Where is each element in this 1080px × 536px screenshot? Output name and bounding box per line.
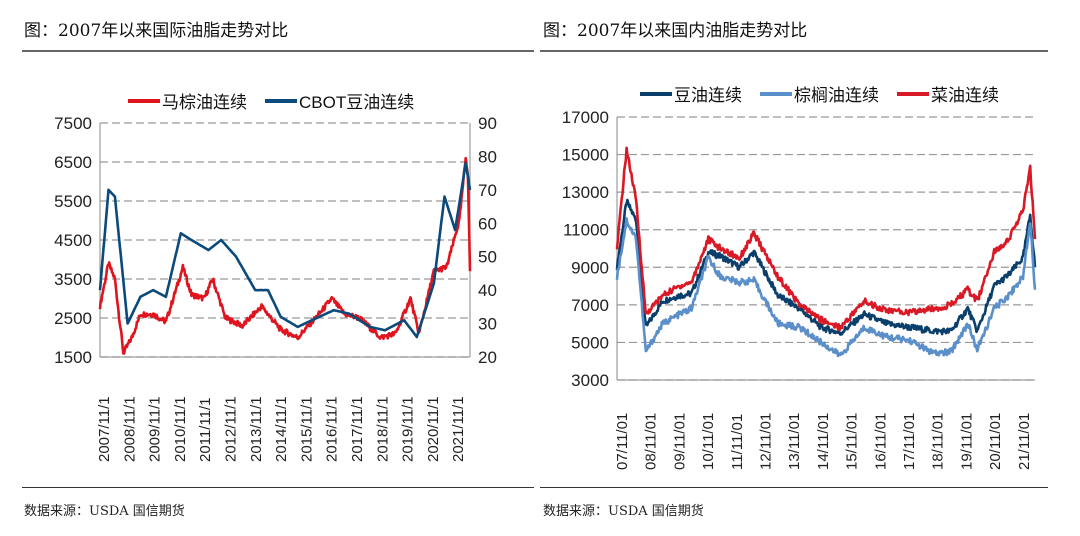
x-tick-label: 17/11/01 bbox=[901, 413, 918, 470]
series-line-3 bbox=[615, 146, 1037, 332]
y-tick-label: 6500 bbox=[54, 153, 92, 172]
x-tick-label: 07/11/01 bbox=[614, 413, 631, 470]
y-tick-label: 5500 bbox=[54, 192, 92, 211]
x-tick-label: 12/11/01 bbox=[758, 413, 775, 470]
divider bbox=[22, 50, 534, 52]
x-tick-label: 2010/11/1 bbox=[172, 396, 189, 462]
legend-label: 马棕油连续 bbox=[162, 93, 247, 112]
x-tick-label: 14/11/01 bbox=[815, 413, 832, 470]
series-line-2 bbox=[98, 161, 472, 339]
x-tick-label: 2018/11/1 bbox=[374, 396, 391, 462]
x-tick-label: 2015/11/1 bbox=[298, 396, 315, 462]
y-tick-label: 7000 bbox=[571, 296, 609, 315]
divider bbox=[22, 487, 534, 488]
y2-tick-label: 90 bbox=[478, 114, 497, 133]
x-tick-label: 2017/11/1 bbox=[349, 396, 366, 462]
y-tick-label: 7500 bbox=[54, 114, 92, 133]
legend-label: 菜油连续 bbox=[931, 86, 999, 105]
y-tick-label: 3000 bbox=[571, 371, 609, 390]
x-tick-label: 2014/11/1 bbox=[273, 396, 290, 462]
x-tick-label: 11/11/01 bbox=[729, 414, 746, 470]
x-tick-label: 21/11/01 bbox=[1016, 413, 1033, 470]
series-line-1 bbox=[615, 198, 1037, 336]
left-source: 数据来源：USDA 国信期货 bbox=[24, 504, 185, 519]
x-tick-label: 16/11/01 bbox=[872, 413, 889, 470]
y-tick-label: 17000 bbox=[562, 108, 609, 127]
series-line-1 bbox=[98, 156, 472, 355]
x-tick-label: 20/11/01 bbox=[987, 413, 1004, 470]
legend-label: 豆油连续 bbox=[674, 86, 742, 105]
left-chart-title: 图：2007年以来国际油脂走势对比 bbox=[24, 21, 289, 41]
divider bbox=[540, 50, 1048, 52]
legend-label: 棕榈油连续 bbox=[794, 86, 879, 105]
y2-tick-label: 30 bbox=[478, 315, 497, 334]
series-line-2 bbox=[615, 217, 1037, 358]
x-tick-label: 09/11/01 bbox=[671, 413, 688, 470]
y-tick-label: 2500 bbox=[54, 309, 92, 328]
legend-label: CBOT豆油连续 bbox=[299, 93, 414, 112]
x-tick-label: 2013/11/1 bbox=[248, 396, 265, 462]
y-tick-label: 4500 bbox=[54, 231, 92, 250]
y-tick-label: 1500 bbox=[54, 348, 92, 367]
x-tick-label: 2012/11/1 bbox=[223, 396, 240, 462]
y2-tick-label: 60 bbox=[478, 214, 497, 233]
y2-tick-label: 40 bbox=[478, 281, 497, 300]
y-tick-label: 9000 bbox=[571, 258, 609, 277]
x-tick-label: 08/11/01 bbox=[643, 413, 660, 470]
right-chart-title: 图：2007年以来国内油脂走势对比 bbox=[543, 21, 808, 41]
x-tick-label: 2019/11/1 bbox=[400, 396, 417, 462]
x-tick-label: 2008/11/1 bbox=[121, 396, 138, 462]
y-tick-label: 15000 bbox=[562, 146, 609, 165]
x-tick-label: 15/11/01 bbox=[844, 413, 861, 470]
x-tick-label: 2007/11/1 bbox=[96, 396, 113, 462]
x-tick-label: 2021/11/1 bbox=[450, 396, 467, 462]
right-source: 数据来源：USDA 国信期货 bbox=[543, 504, 704, 519]
y2-tick-label: 20 bbox=[478, 348, 497, 367]
y2-tick-label: 70 bbox=[478, 181, 497, 200]
divider bbox=[540, 487, 1048, 488]
y-tick-label: 13000 bbox=[562, 183, 609, 202]
y2-tick-label: 80 bbox=[478, 147, 497, 166]
y2-tick-label: 50 bbox=[478, 248, 497, 267]
y-tick-label: 5000 bbox=[571, 333, 609, 352]
x-tick-label: 2016/11/1 bbox=[324, 396, 341, 462]
x-tick-label: 13/11/01 bbox=[786, 413, 803, 470]
x-tick-label: 10/11/01 bbox=[700, 413, 717, 470]
y-tick-label: 3500 bbox=[54, 270, 92, 289]
x-tick-label: 18/11/01 bbox=[930, 413, 947, 470]
x-tick-label: 19/11/01 bbox=[958, 413, 975, 470]
x-tick-label: 2009/11/1 bbox=[147, 396, 164, 462]
y-tick-label: 11000 bbox=[563, 221, 609, 240]
x-tick-label: 2020/11/1 bbox=[425, 396, 442, 462]
x-tick-label: 2011/11/1 bbox=[197, 397, 214, 462]
